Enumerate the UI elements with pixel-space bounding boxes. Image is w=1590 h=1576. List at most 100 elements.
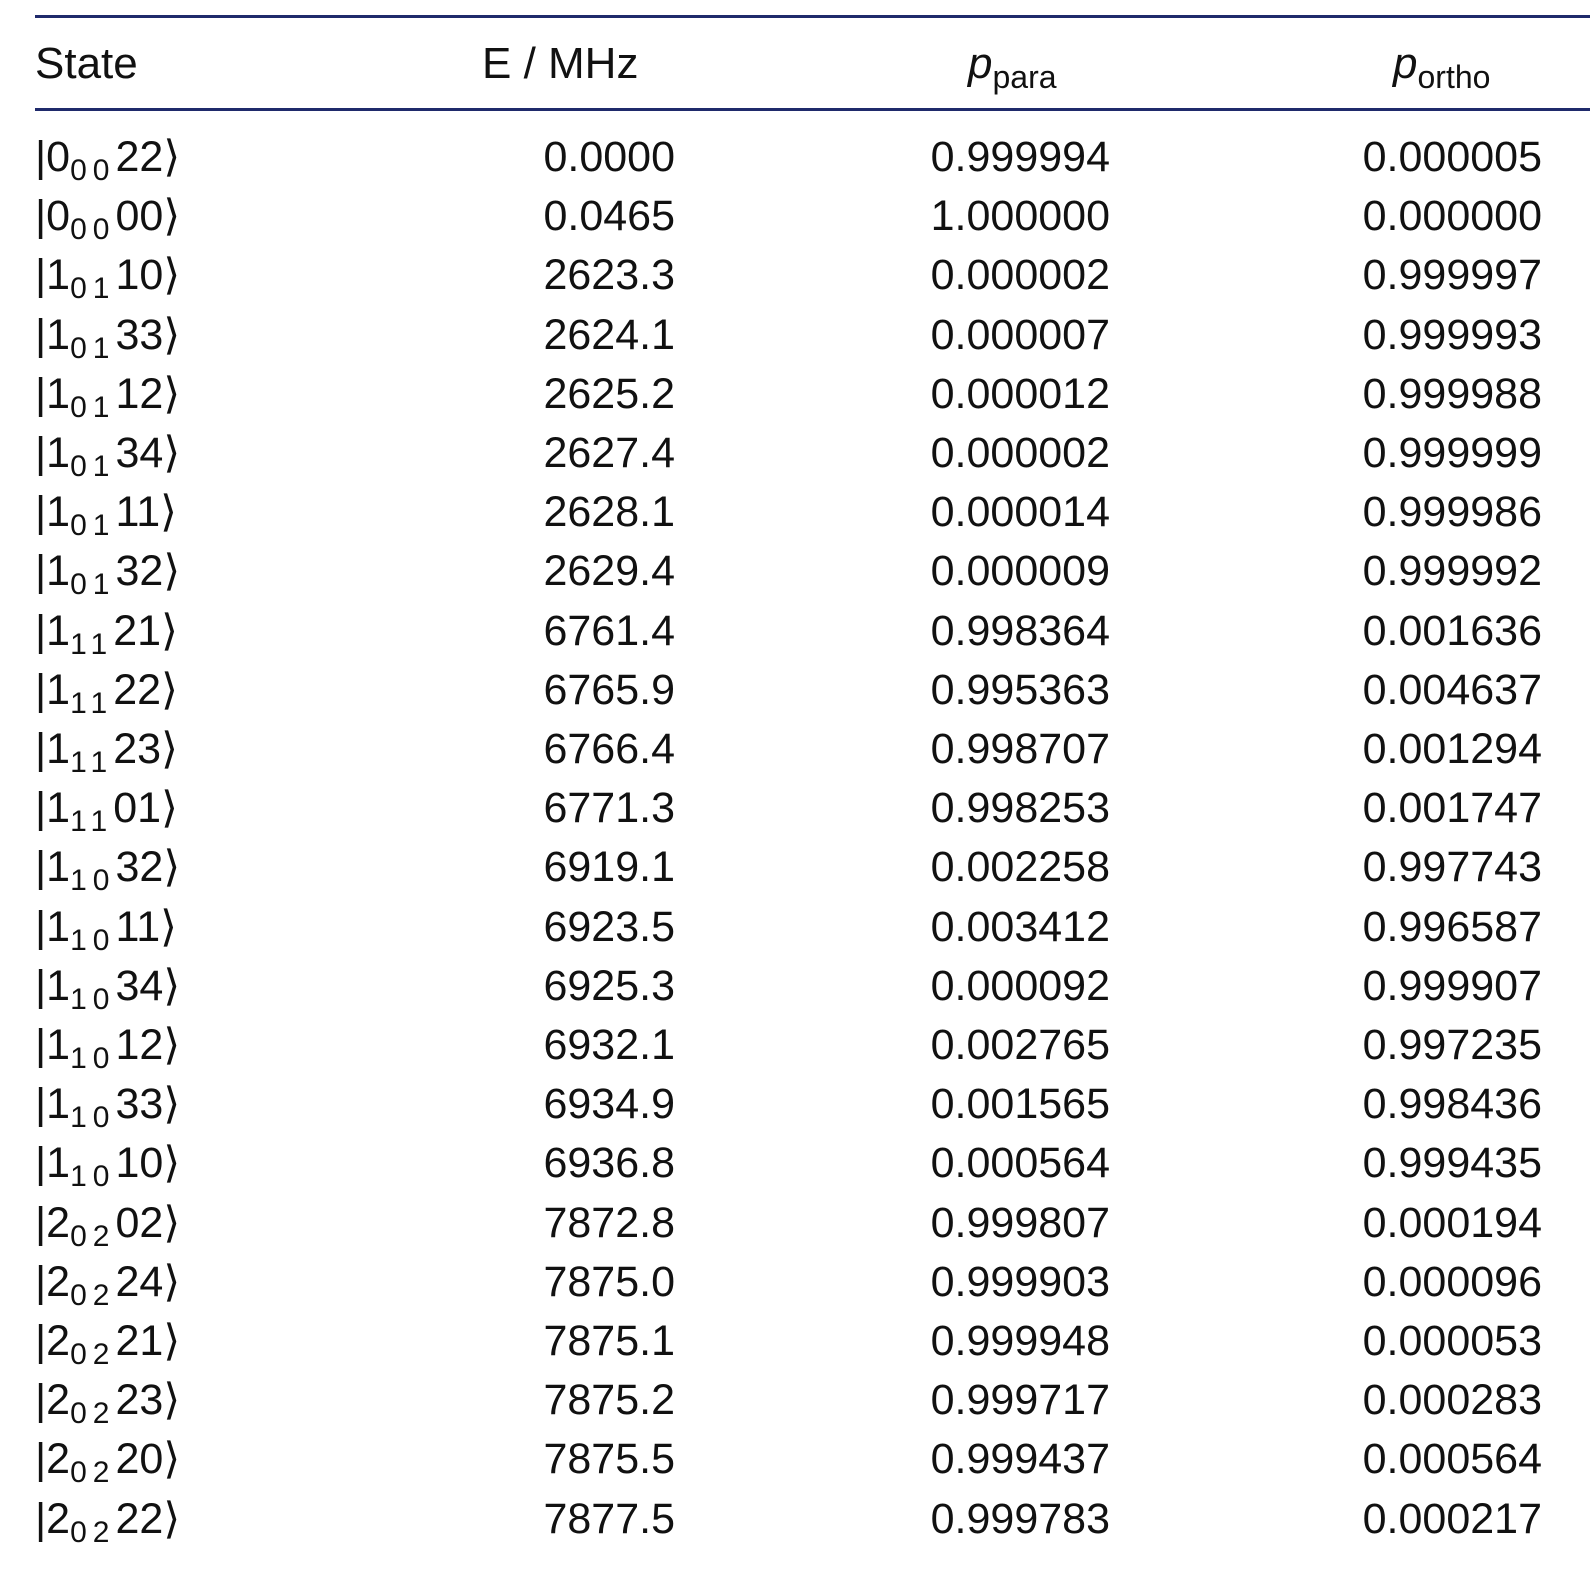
p-para-value: 0.999903 — [930, 1257, 1110, 1306]
state-label: |11121⟩ — [35, 606, 178, 661]
p-ortho-value: 0.998436 — [1362, 1080, 1542, 1129]
state-label: |20220⟩ — [35, 1435, 181, 1490]
energy-value: 7875.1 — [543, 1317, 675, 1365]
table-row: |11123⟩ 6766.4 0.998707 0.001294 — [0, 720, 1590, 779]
state-ka: 0 — [70, 568, 93, 602]
p-ortho-value: 0.997235 — [1362, 1021, 1542, 1069]
state-kc: 1 — [92, 272, 116, 306]
state-j: 1 — [46, 1021, 71, 1069]
state-spin-numbers: 11 — [115, 902, 161, 951]
state-ka-kc: 01 — [70, 272, 115, 305]
state-spin-numbers: 12 — [115, 1021, 164, 1069]
table-header-rule — [35, 108, 1590, 111]
state-ka-kc: 10 — [70, 864, 115, 897]
state-ka: 1 — [70, 1160, 93, 1194]
state-ka: 0 — [70, 1515, 93, 1549]
state-ka: 0 — [70, 1397, 93, 1431]
state-kc: 2 — [92, 1219, 116, 1253]
state-label: |20222⟩ — [35, 1494, 181, 1549]
p-para-value: 0.000014 — [930, 488, 1110, 537]
table-row: |10112⟩ 2625.2 0.000012 0.999988 — [0, 365, 1590, 424]
state-j: 1 — [46, 310, 71, 359]
p-ortho-value: 0.000564 — [1362, 1435, 1542, 1484]
p-ortho-value: 0.004637 — [1362, 665, 1542, 714]
energy-value: 0.0000 — [543, 133, 675, 181]
state-j: 1 — [46, 429, 71, 477]
table-row: |11101⟩ 6771.3 0.998253 0.001747 — [0, 779, 1590, 838]
p-ortho-value: 0.000096 — [1362, 1257, 1542, 1306]
state-ka: 0 — [70, 1456, 93, 1490]
state-spin-numbers: 34 — [115, 429, 164, 477]
energy-value: 2628.1 — [543, 488, 675, 537]
energy-value: 7875.2 — [543, 1376, 675, 1425]
p-ortho-value: 0.999986 — [1362, 488, 1542, 537]
state-j: 1 — [46, 1139, 71, 1188]
state-spin-numbers: 00 — [115, 192, 164, 241]
p-ortho-subscript: ortho — [1417, 59, 1491, 95]
p-ortho-value: 0.000283 — [1362, 1376, 1542, 1425]
state-kc: 0 — [92, 864, 116, 898]
energy-value: 2624.1 — [543, 310, 675, 359]
state-ka: 0 — [70, 1278, 93, 1312]
state-ka: 1 — [70, 1101, 93, 1135]
energy-value: 6765.9 — [543, 665, 675, 714]
p-para-value: 0.998707 — [930, 725, 1110, 773]
p-para-value: 0.995363 — [930, 665, 1110, 714]
energy-value: 2629.4 — [543, 547, 675, 596]
energy-value: 7875.5 — [543, 1435, 675, 1484]
state-kc: 1 — [91, 627, 114, 661]
state-spin-numbers: 11 — [115, 488, 161, 537]
state-ka-kc: 02 — [70, 1456, 115, 1489]
p-ortho-value: 0.999993 — [1362, 310, 1542, 359]
state-ka-kc: 11 — [70, 805, 113, 838]
state-label: |11033⟩ — [35, 1080, 181, 1135]
state-kc: 1 — [91, 805, 114, 839]
state-j: 1 — [46, 961, 71, 1010]
table-row: |11012⟩ 6932.1 0.002765 0.997235 — [0, 1016, 1590, 1075]
energy-value: 6932.1 — [543, 1021, 675, 1069]
p-para-value: 0.002765 — [930, 1021, 1110, 1069]
state-label: |20223⟩ — [35, 1376, 181, 1431]
table-row: |11121⟩ 6761.4 0.998364 0.001636 — [0, 602, 1590, 661]
state-ka: 1 — [70, 746, 92, 779]
state-label: |10134⟩ — [35, 429, 181, 483]
p-ortho-value: 0.000005 — [1362, 133, 1542, 181]
state-ka-kc: 01 — [70, 332, 115, 365]
state-kc: 1 — [92, 509, 116, 543]
p-para-value: 0.999783 — [930, 1494, 1110, 1543]
state-spin-numbers: 02 — [115, 1198, 164, 1247]
state-ka: 0 — [70, 390, 93, 424]
state-label: |20221⟩ — [35, 1317, 181, 1371]
state-ka: 1 — [70, 686, 92, 720]
state-spin-numbers: 23 — [115, 1376, 164, 1425]
state-ka-kc: 01 — [70, 509, 115, 542]
state-j: 0 — [46, 192, 71, 241]
state-j: 2 — [46, 1317, 71, 1365]
state-label: |00022⟩ — [35, 133, 181, 187]
p-ortho-value: 0.000217 — [1362, 1494, 1542, 1543]
state-spin-numbers: 24 — [115, 1257, 164, 1306]
state-ka-kc: 02 — [70, 1516, 115, 1549]
state-ka-kc: 01 — [70, 391, 115, 424]
state-spin-numbers: 10 — [115, 251, 164, 300]
state-j: 2 — [46, 1376, 71, 1425]
state-kc: 0 — [92, 982, 116, 1016]
table-row: |20220⟩ 7875.5 0.999437 0.000564 — [0, 1430, 1590, 1489]
state-j: 1 — [46, 843, 71, 892]
energy-value: 7877.5 — [543, 1494, 675, 1543]
state-j: 1 — [46, 665, 71, 714]
column-header-p-ortho: portho — [1393, 36, 1490, 105]
state-j: 0 — [46, 133, 71, 181]
state-label: |10111⟩ — [35, 488, 177, 543]
p-ortho-value: 0.000053 — [1362, 1317, 1542, 1365]
table-row: |20224⟩ 7875.0 0.999903 0.000096 — [0, 1253, 1590, 1312]
state-label: |11032⟩ — [35, 843, 181, 898]
state-spin-numbers: 34 — [115, 961, 164, 1010]
state-j: 2 — [46, 1198, 71, 1247]
p-ortho-value: 0.999988 — [1362, 369, 1542, 418]
state-kc: 0 — [92, 1042, 116, 1075]
p-para-value: 0.000564 — [930, 1139, 1110, 1188]
state-spin-numbers: 10 — [115, 1139, 164, 1188]
state-j: 1 — [46, 784, 71, 833]
energy-value: 7875.0 — [543, 1257, 675, 1306]
